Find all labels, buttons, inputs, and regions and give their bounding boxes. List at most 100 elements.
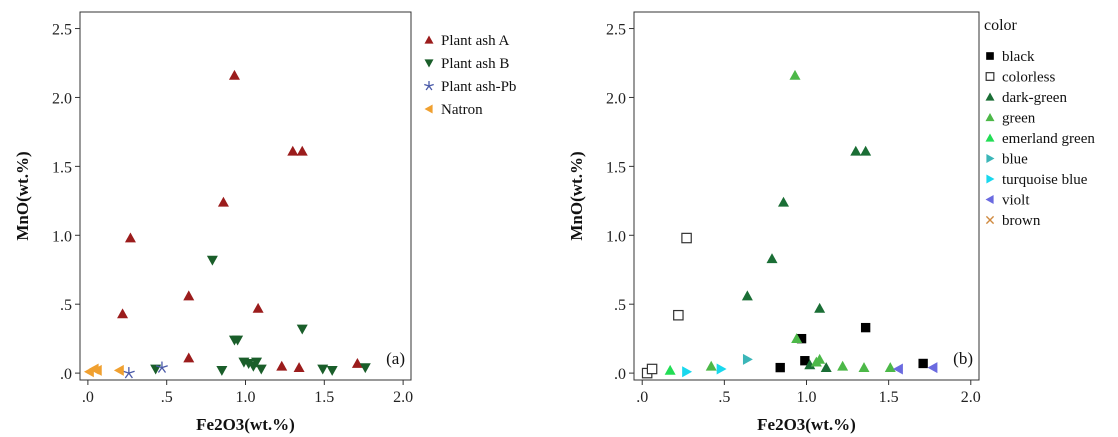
x-tick-label: 1.5 [314,389,334,406]
legend-item: Plant ash B [424,56,509,72]
data-point [232,335,244,346]
data-point [927,362,938,374]
data-point [682,366,693,378]
legend-marker [986,174,995,184]
legend-marker [424,59,434,68]
x-tick-label: .0 [636,389,648,406]
legend-item: blue [986,152,1028,168]
y-tick-label: 2.5 [606,22,626,39]
legend-item: dark-green [985,90,1067,106]
legend-marker [424,35,434,44]
legend-label: Plant ash B [441,56,509,72]
data-point [705,360,717,371]
x-tick-label: 1.5 [879,389,899,406]
data-point [183,290,195,301]
legend-marker [985,72,995,81]
legend-marker [985,133,995,142]
legend-marker [986,154,995,163]
data-point [91,364,102,376]
data-point [778,196,789,207]
panel-b: .0 .5 1.0 1.5 2.0 .0 .5 1.0 1.5 2.0 2.5 Fe2O3(wt.%)… [567,11,1095,434]
legend-title: color [984,17,1018,34]
legend-item: colorless [985,70,1055,86]
legend-item: Plant ash-Pb [424,79,516,95]
data-point [156,361,168,373]
data-point [716,363,727,375]
data-point [122,367,135,379]
y-tick-label: 1.5 [52,159,72,176]
data-point [820,362,832,372]
data-point [858,362,870,372]
legend-item: Plant ash A [424,33,510,49]
legend-label: emerland green [1002,131,1095,147]
y-axis-title: MnO(wt.%) [13,151,32,240]
data-point [673,309,684,321]
x-tick-label: .0 [82,389,94,406]
legend: Plant ash A Plant ash B Plant ash-Pb Natron [424,33,516,118]
x-tick-label: 1.0 [797,389,817,406]
data-point [804,359,816,370]
data-point [766,253,778,264]
data-point [860,322,871,333]
panel-label: (b) [953,349,973,368]
legend-marker [985,113,995,122]
data-point [664,364,676,375]
legend-item: black [986,49,1035,65]
x-tick-label: .5 [161,389,173,406]
data-point [646,363,658,375]
data-point [814,302,826,313]
x-tick-label: 1.0 [236,389,256,406]
data-point [800,356,810,366]
legend-item: green [985,111,1036,127]
legend-label: colorless [1002,70,1055,86]
y-tick-label: .5 [60,297,72,314]
y-tick-label: 2.0 [606,90,626,107]
data-points [83,69,371,379]
legend-marker [424,104,433,114]
data-point [789,69,801,80]
data-point [741,290,753,301]
y-tick-label: .0 [60,366,72,383]
legend-item: brown [985,213,1041,229]
legend-label: violt [1002,193,1030,209]
legend-label: Natron [441,102,483,118]
data-point [296,324,308,335]
y-tick-label: 2.0 [52,90,72,107]
legend-marker [985,195,994,204]
legend-item: emerland green [985,131,1095,147]
data-point [251,357,263,368]
data-point [117,308,129,319]
data-point [287,145,299,156]
panel-a: .0 .5 1.0 1.5 2.0 .0 .5 1.0 1.5 2.0 2.5 Fe2O3(wt.%)… [13,11,516,434]
legend-label: black [1002,49,1035,65]
data-point [860,145,872,156]
legend-label: blue [1002,152,1028,168]
data-point [255,364,267,375]
data-point [850,145,862,156]
y-tick-label: 1.5 [606,159,626,176]
legend-marker [424,81,434,91]
data-point [918,358,928,369]
legend-label: Plant ash-Pb [441,79,516,95]
data-point [884,362,896,372]
legend-label: green [1002,111,1036,127]
data-point [124,232,136,243]
data-point [150,364,162,375]
legend-marker [985,215,995,225]
data-point [351,357,363,368]
plot-frame [79,11,412,381]
data-point [326,365,338,376]
legend-item: turquoise blue [986,172,1088,188]
data-point [228,69,240,80]
x-tick-label: 2.0 [961,389,981,406]
legend-label: turquoise blue [1002,172,1088,188]
legend-label: dark-green [1002,90,1067,106]
y-tick-label: 1.0 [606,228,626,245]
data-point [791,333,803,344]
legend-item: violt [985,193,1030,209]
x-tick-label: .5 [718,389,730,406]
data-point [276,360,288,371]
data-point [206,255,218,266]
legend-marker [986,52,994,60]
